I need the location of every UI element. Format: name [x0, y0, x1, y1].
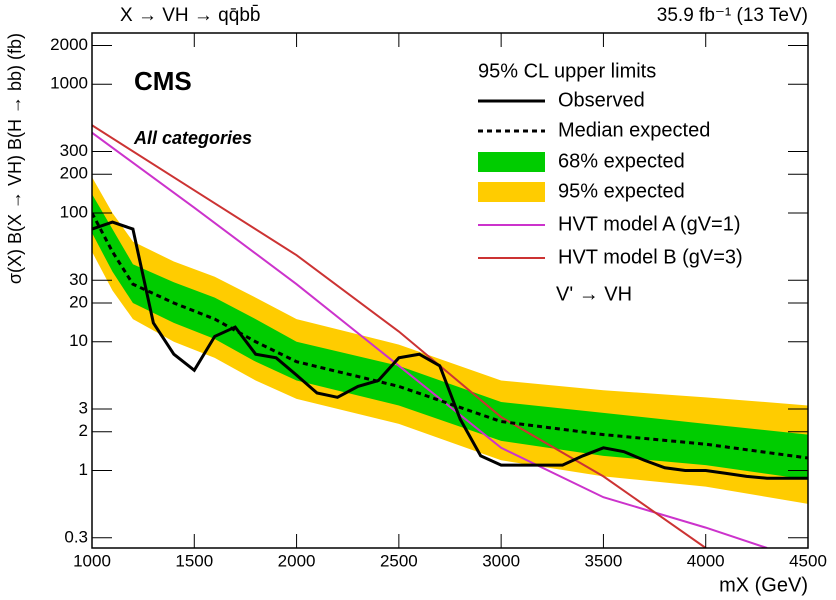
- x-tick-label: 4500: [789, 551, 827, 570]
- y-tick-label: 300: [60, 141, 88, 160]
- y-tick-label: 100: [60, 202, 88, 221]
- category-label: All categories: [133, 128, 252, 148]
- legend-swatch: [478, 152, 545, 172]
- y-axis-label: σ(X) B(X → VH) B(H → bb) (fb): [5, 33, 25, 284]
- x-tick-label: 1500: [175, 551, 213, 570]
- chart-subtitle: 35.9 fb⁻¹ (13 TeV): [657, 5, 808, 26]
- y-tick-label: 10: [69, 331, 88, 350]
- frame: [91, 32, 809, 549]
- limit-line: [92, 124, 707, 548]
- legend-label: HVT model B (gV=3): [558, 246, 743, 268]
- cms-label: CMS: [134, 66, 192, 96]
- legend-label: 95% expected: [558, 180, 685, 202]
- y-tick-label: 2: [79, 421, 88, 440]
- y-tick-label: 30: [69, 270, 88, 289]
- legend-label: HVT model A (gV=1): [558, 213, 741, 235]
- limit-line: [92, 131, 768, 548]
- legend-label: Median expected: [558, 119, 710, 141]
- x-tick-label: 3000: [482, 551, 520, 570]
- legend-label: 68% expected: [558, 150, 685, 172]
- expected-band: [92, 194, 808, 480]
- x-tick-label: 1000: [73, 551, 111, 570]
- x-tick-label: 2000: [278, 551, 316, 570]
- plot-area: [92, 124, 808, 548]
- limit-line: [92, 220, 808, 480]
- legend-swatch: [478, 182, 545, 202]
- y-tick-label: 3: [79, 399, 88, 418]
- legend-label: Observed: [558, 89, 645, 111]
- limit-line: [92, 212, 808, 460]
- y-tick-label: 1000: [50, 74, 88, 93]
- signal-label: V' → VH: [556, 283, 632, 305]
- y-tick-label: 200: [60, 164, 88, 183]
- chart-title: X → VH → qq̄bb̄: [120, 5, 260, 26]
- y-tick-label: 0.3: [64, 527, 88, 546]
- y-tick-label: 20: [69, 292, 88, 311]
- x-tick-label: 4000: [687, 551, 725, 570]
- legend-title: 95% CL upper limits: [478, 60, 656, 82]
- x-tick-label: 3500: [585, 551, 623, 570]
- x-tick-label: 2500: [380, 551, 418, 570]
- x-axis-label: mX (GeV): [719, 574, 808, 596]
- y-tick-label: 1: [79, 460, 88, 479]
- y-tick-label: 2000: [50, 35, 88, 54]
